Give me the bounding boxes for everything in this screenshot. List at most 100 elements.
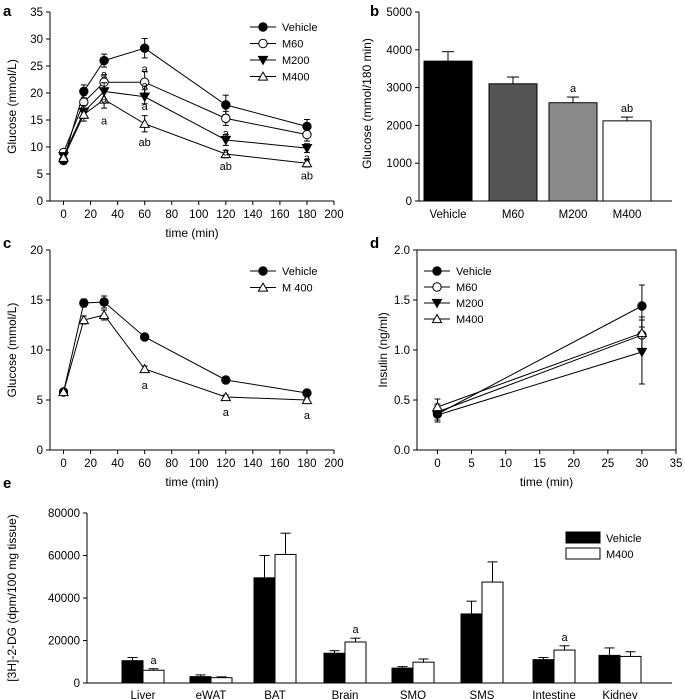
panel-a-x-tick-label: 120 (216, 209, 235, 221)
panel-a-data-point (220, 135, 232, 146)
panel-d-x-tick-label: 5 (468, 458, 474, 470)
panel-c-data-point (221, 375, 231, 385)
panel-a-data-point (99, 55, 109, 66)
panel-e-letter: e (3, 475, 11, 492)
panel-e-bar-liver-vehicle (121, 660, 144, 684)
panel-d-letter: d (370, 235, 379, 252)
panel-d-y-tick-label: 1.0 (394, 345, 410, 357)
panel-c-x-tick-label: 180 (297, 458, 316, 470)
panel-d-x-tick-label: 15 (533, 458, 546, 470)
panel-d-data-point (636, 347, 648, 358)
panel-b-y-axis-label: Glucose (mmol/180 min) (360, 38, 374, 169)
panel-d-y-axis-label: Insulin (ng/ml) (376, 312, 390, 387)
panel-c-data-point (301, 394, 313, 405)
panel-c-x-tick-label: 60 (138, 458, 151, 470)
panel-a-annotation: a (142, 64, 149, 76)
panel-a-legend-marker (258, 22, 268, 32)
panel-d-series-line-0 (437, 305, 643, 415)
panel-a-y-axis-label: Glucose (mmol/L) (5, 59, 19, 154)
panel-e-category-label: SMQ (400, 690, 426, 699)
panel-a-annotation: ab (220, 161, 232, 173)
panel-a-data-point (301, 157, 313, 168)
panel-c-data-point (78, 314, 90, 325)
panel-a-data-point (139, 77, 150, 87)
panel-a-x-tick-label: 180 (297, 209, 316, 221)
panel-c-x-tick-label: 40 (111, 458, 124, 470)
panel-a-y-tick-label: 20 (30, 88, 43, 100)
panel-e-y-tick-label: 20000 (48, 636, 80, 648)
panel-c-data-point (79, 298, 89, 308)
panel-e-bar-bat-vehicle (253, 577, 276, 684)
panel-c-y-tick-label: 10 (30, 345, 43, 357)
panel-c-y-tick-label: 0 (37, 445, 43, 457)
panel-c-data-point (98, 309, 110, 320)
panel-a-annotation: ab (139, 137, 151, 149)
panel-e-annotation: a (150, 655, 157, 667)
panel-b-y-tick-label: 0 (406, 196, 412, 208)
panel-b-y-tick-label: 5000 (386, 7, 412, 19)
panel-c-series-line-0 (63, 301, 308, 394)
panel-a-data-point (139, 43, 150, 53)
panel-b-bar-m60 (488, 83, 538, 202)
panel-b-annotation: ab (621, 103, 633, 115)
panel-b-category-label: M60 (502, 209, 524, 221)
panel-a-legend-marker (258, 38, 268, 49)
panel-d-legend-marker (432, 266, 442, 276)
panel-b-y-tick-label: 4000 (386, 45, 412, 57)
panel-e-bar-smq-m400 (412, 661, 435, 684)
panel-e-annotation: a (561, 632, 568, 644)
panel-c-x-tick-label: 120 (216, 458, 235, 470)
panel-e-category-label: Brain (332, 690, 359, 699)
panel-c-letter: c (3, 235, 11, 252)
panel-a-data-point (79, 86, 89, 97)
panel-d-y-tick-label: 2.0 (394, 245, 410, 257)
panel-d-legend-marker (431, 313, 443, 324)
panel-a-legend-label: M200 (282, 55, 310, 67)
panel-d-legend-label: M400 (456, 314, 484, 326)
panel-a-legend-label: M400 (282, 72, 310, 84)
panel-c-x-tick-label: 80 (165, 458, 178, 470)
panel-c-x-tick-label: 160 (270, 458, 289, 470)
panel-d-y-tick-label: 0.5 (394, 395, 410, 407)
panel-a-series-line-1 (63, 81, 308, 153)
panel-a-data-point (78, 109, 90, 119)
panel-e-bar-smq-vehicle (391, 667, 414, 684)
panel-e-bar-intestine-m400 (553, 649, 576, 684)
panel-e-legend-swatch (565, 531, 601, 544)
panel-b-letter: b (370, 3, 379, 20)
panel-a-annotation: a (101, 69, 108, 81)
panel-d-data-point (431, 401, 443, 412)
panel-a-y-tick-label: 5 (37, 169, 43, 181)
panel-a-legend-marker (257, 71, 269, 81)
panel-c-annotation: a (142, 380, 149, 392)
panel-b-bar-vehicle (423, 60, 473, 202)
panel-a-annotation: a (223, 146, 230, 158)
panel-d-x-tick-label: 0 (434, 458, 440, 470)
panel-e-annotation: a (352, 624, 359, 636)
panel-d-legend-label: M200 (456, 298, 484, 310)
panel-e-y-tick-label: 80000 (48, 508, 80, 520)
panel-d-x-tick-label: 20 (567, 458, 580, 470)
panel-b-annotation: a (570, 83, 577, 95)
panel-d-legend-label: M60 (456, 282, 477, 294)
panel-d-x-tick-label: 10 (499, 458, 512, 470)
panel-a-y-tick-label: 30 (30, 34, 43, 46)
panel-a-annotation: a (223, 128, 230, 140)
panel-e-bar-brain-m400 (344, 641, 367, 684)
panel-a-data-point (221, 113, 231, 124)
panel-c-annotation: a (223, 407, 230, 419)
panel-d-series-line-3 (437, 332, 643, 408)
panel-c-data-point (139, 363, 151, 374)
panel-c-y-tick-label: 20 (30, 245, 43, 257)
panel-d-y-tick-label: 1.5 (394, 295, 410, 307)
panel-c-x-tick-label: 20 (84, 458, 97, 470)
panel-a-x-tick-label: 140 (243, 209, 262, 221)
panel-e-legend-label: M400 (606, 549, 634, 561)
panel-c-x-tick-label: 200 (324, 458, 343, 470)
panel-c-x-tick-label: 0 (60, 458, 66, 470)
panel-d-x-axis-label: time (min) (520, 475, 573, 489)
panel-e-y-axis-label: [3H]-2-DG (dpm/100 mg tissue) (5, 514, 19, 681)
panel-a-data-point (139, 92, 151, 103)
panel-a-legend-label: M60 (282, 39, 303, 51)
